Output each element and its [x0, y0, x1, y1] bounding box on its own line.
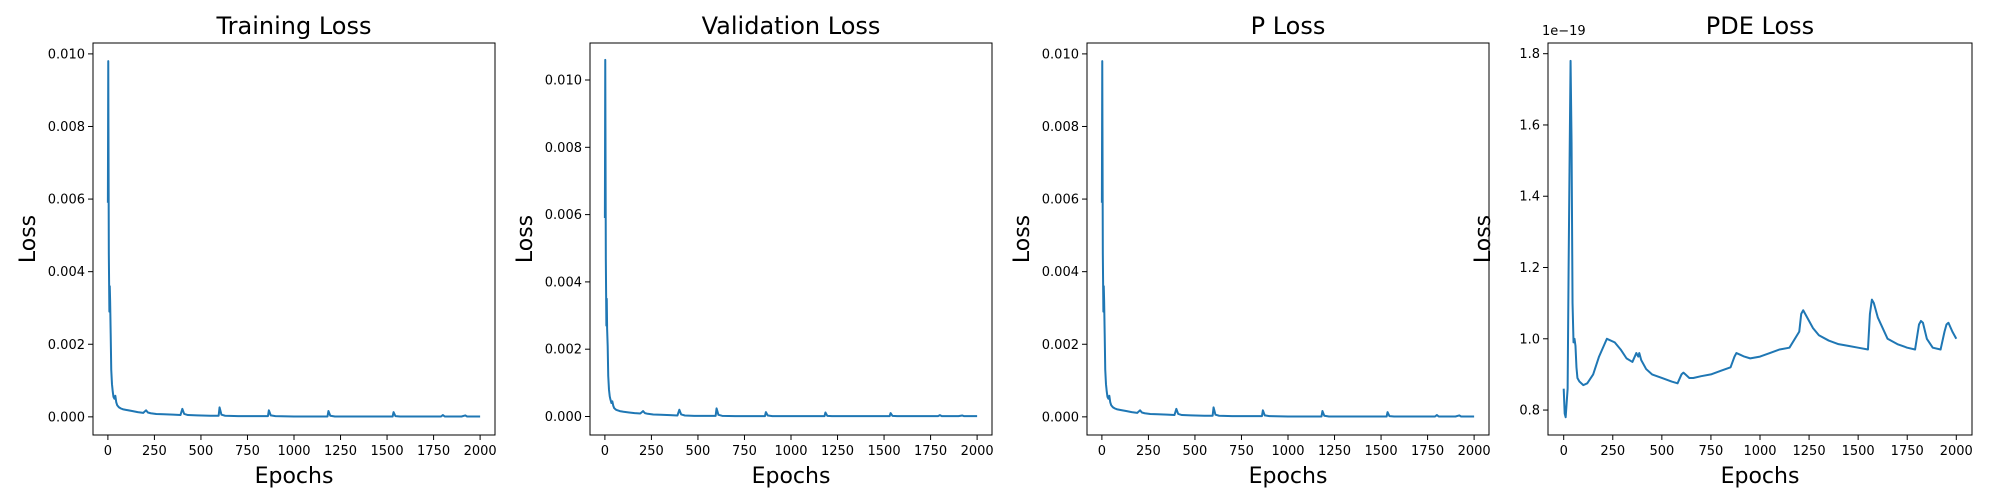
y-axis-label: Loss: [1471, 215, 1496, 263]
x-tick-label: 1750: [914, 444, 947, 459]
x-tick-label: 1250: [324, 444, 357, 459]
x-tick-label: 500: [1649, 444, 1674, 459]
x-tick-label: 500: [189, 444, 214, 459]
chart-title: P Loss: [1251, 12, 1326, 40]
x-tick-label: 250: [1136, 444, 1161, 459]
x-tick-label: 2000: [961, 444, 994, 459]
x-axis-label: Epochs: [1249, 464, 1328, 489]
y-tick-label: 1.6: [1519, 118, 1540, 133]
x-tick-label: 1000: [277, 444, 310, 459]
x-tick-label: 250: [1600, 444, 1625, 459]
y-tick-label: 0.002: [545, 343, 582, 358]
x-axis-label: Epochs: [255, 464, 334, 489]
y-tick-label: 0.004: [545, 275, 582, 290]
y-tick-label: 1.2: [1519, 261, 1540, 276]
chart-title: Training Loss: [216, 12, 372, 40]
y-tick-label: 0.006: [1042, 193, 1079, 208]
y-tick-label: 0.002: [1042, 338, 1079, 353]
x-tick-label: 1250: [1318, 444, 1351, 459]
y-tick-label: 0.008: [545, 141, 582, 156]
x-tick-label: 1750: [1891, 444, 1924, 459]
y-tick-label: 0.008: [1042, 120, 1079, 135]
x-tick-label: 1000: [1271, 444, 1304, 459]
x-tick-label: 250: [142, 444, 167, 459]
plot-frame: [92, 42, 496, 436]
y-tick-label: 0.8: [1519, 404, 1540, 419]
y-tick-label: 0.002: [48, 338, 85, 353]
x-tick-label: 750: [732, 444, 757, 459]
y-tick-label: 1.0: [1519, 332, 1540, 347]
x-tick-label: 2000: [1458, 444, 1491, 459]
chart-panel: P Loss 0 250 500 750 1000 1250 1500 1750 2000 0.00…: [1010, 12, 1491, 489]
y-tick-label: 0.008: [48, 120, 85, 135]
x-tick-label: 1250: [1793, 444, 1826, 459]
x-tick-label: 0: [104, 444, 112, 459]
x-tick-label: 0: [1560, 444, 1568, 459]
x-tick-label: 1250: [821, 444, 854, 459]
x-tick-label: 1500: [1365, 444, 1398, 459]
x-tick-label: 0: [1098, 444, 1106, 459]
x-tick-label: 1500: [371, 444, 404, 459]
x-tick-label: 1750: [1411, 444, 1444, 459]
chart-panel: Training Loss 0 250 500 750 1000 1250 1500 1750 2…: [16, 12, 497, 489]
x-axis-label: Epochs: [1721, 464, 1800, 489]
x-tick-label: 1000: [774, 444, 807, 459]
y-tick-label: 0.006: [48, 193, 85, 208]
y-tick-label: 0.010: [48, 47, 85, 62]
x-tick-label: 750: [1229, 444, 1254, 459]
plot-frame: [1547, 42, 1973, 436]
y-tick-label: 0.004: [1042, 265, 1079, 280]
y-axis-label: Loss: [16, 215, 41, 263]
y-tick-label: 0.010: [1042, 47, 1079, 62]
y-tick-label: 1.4: [1519, 190, 1540, 205]
y-tick-label: 0.010: [545, 74, 582, 89]
series-line: [603, 58, 978, 418]
y-tick-label: 0.000: [545, 410, 582, 425]
chart-panel: Validation Loss 0 250 500 750 1000 1250 1500 175…: [513, 12, 994, 489]
chart-title: PDE Loss: [1706, 12, 1814, 40]
y-tick-label: 0.000: [48, 410, 85, 425]
y-offset-label: 1e−19: [1542, 24, 1586, 39]
x-tick-label: 1500: [868, 444, 901, 459]
x-tick-label: 750: [235, 444, 260, 459]
x-tick-label: 500: [686, 444, 711, 459]
y-axis-label: Loss: [1010, 215, 1035, 263]
x-tick-label: 1750: [417, 444, 450, 459]
plot-frame: [1086, 42, 1490, 436]
series-line: [106, 60, 481, 418]
x-tick-label: 1500: [1842, 444, 1875, 459]
x-tick-label: 2000: [1940, 444, 1973, 459]
series-line: [1100, 60, 1475, 418]
y-tick-label: 0.006: [545, 208, 582, 223]
plot-frame: [589, 42, 993, 436]
y-tick-label: 1.8: [1519, 47, 1540, 62]
x-tick-label: 250: [639, 444, 664, 459]
x-tick-label: 0: [601, 444, 609, 459]
chart-title: Validation Loss: [702, 12, 881, 40]
y-tick-label: 0.004: [48, 265, 85, 280]
x-tick-label: 750: [1699, 444, 1724, 459]
x-tick-label: 2000: [464, 444, 497, 459]
y-tick-label: 0.000: [1042, 410, 1079, 425]
x-axis-label: Epochs: [752, 464, 831, 489]
chart-panel: PDE Loss 0 250 500 750 1000 1250 1500 1750 2000 0.…: [1471, 12, 1973, 489]
x-tick-label: 500: [1183, 444, 1208, 459]
series-line: [1562, 59, 1958, 419]
x-tick-label: 1000: [1743, 444, 1776, 459]
y-axis-label: Loss: [513, 215, 538, 263]
